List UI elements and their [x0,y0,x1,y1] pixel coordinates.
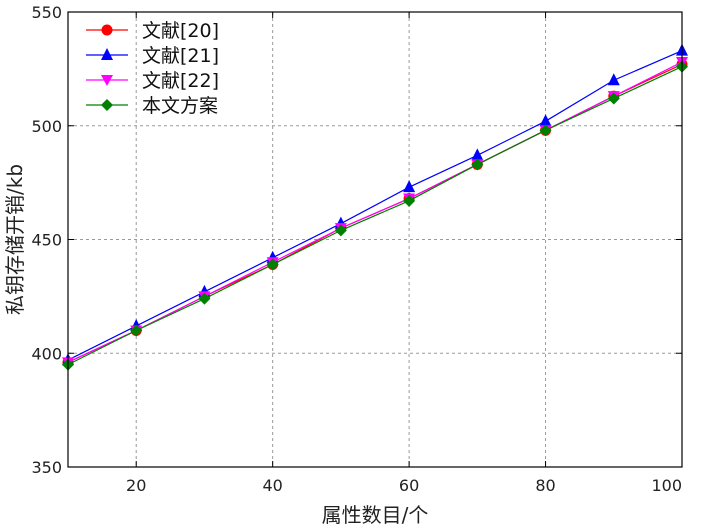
y-axis-title: 私钥存储开销/kb [3,164,27,315]
legend-marker [101,75,113,86]
series-line [67,61,683,363]
data-point [266,258,279,271]
series-line [67,66,683,366]
data-point [130,324,143,337]
data-point [471,148,484,161]
x-tick-label: 80 [535,476,555,495]
legend-marker [101,24,113,36]
series-4 [62,60,688,371]
series-layer [62,43,688,371]
legend-label: 本文方案 [142,95,218,117]
legend-item: 本文方案 [86,95,218,117]
legend-item: 文献[20] [86,20,219,42]
x-tick-label: 100 [651,476,682,495]
legend-label: 文献[20] [142,20,219,42]
data-point [403,194,416,207]
y-tick-label: 400 [31,344,62,363]
tick-labels: 20 40 60 80 100 350 400 450 500 550 [31,3,683,495]
y-tick-label: 450 [31,231,62,250]
legend-label: 文献[21] [142,45,219,67]
data-point [607,92,620,105]
data-point [403,180,416,193]
y-tick-label: 550 [31,3,62,22]
legend-marker [101,99,113,111]
legend: 文献[20] 文献[21] 文献[22] 本文方案 [86,20,219,117]
grid [68,12,682,467]
x-axis-title: 属性数目/个 [322,503,429,527]
x-tick-label: 60 [399,476,419,495]
y-tick-label: 350 [31,458,62,477]
y-tick-label: 500 [31,117,62,136]
legend-marker [101,48,113,60]
data-point [198,292,211,305]
legend-item: 文献[21] [86,45,219,67]
legend-label: 文献[22] [142,70,219,92]
series-line [67,50,683,361]
data-point [334,224,347,237]
legend-item: 文献[22] [86,70,219,92]
data-point [607,73,620,86]
x-tick-label: 20 [126,476,146,495]
data-point [539,114,552,127]
x-tick-label: 40 [262,476,282,495]
data-point [471,158,484,171]
data-point [539,124,552,137]
